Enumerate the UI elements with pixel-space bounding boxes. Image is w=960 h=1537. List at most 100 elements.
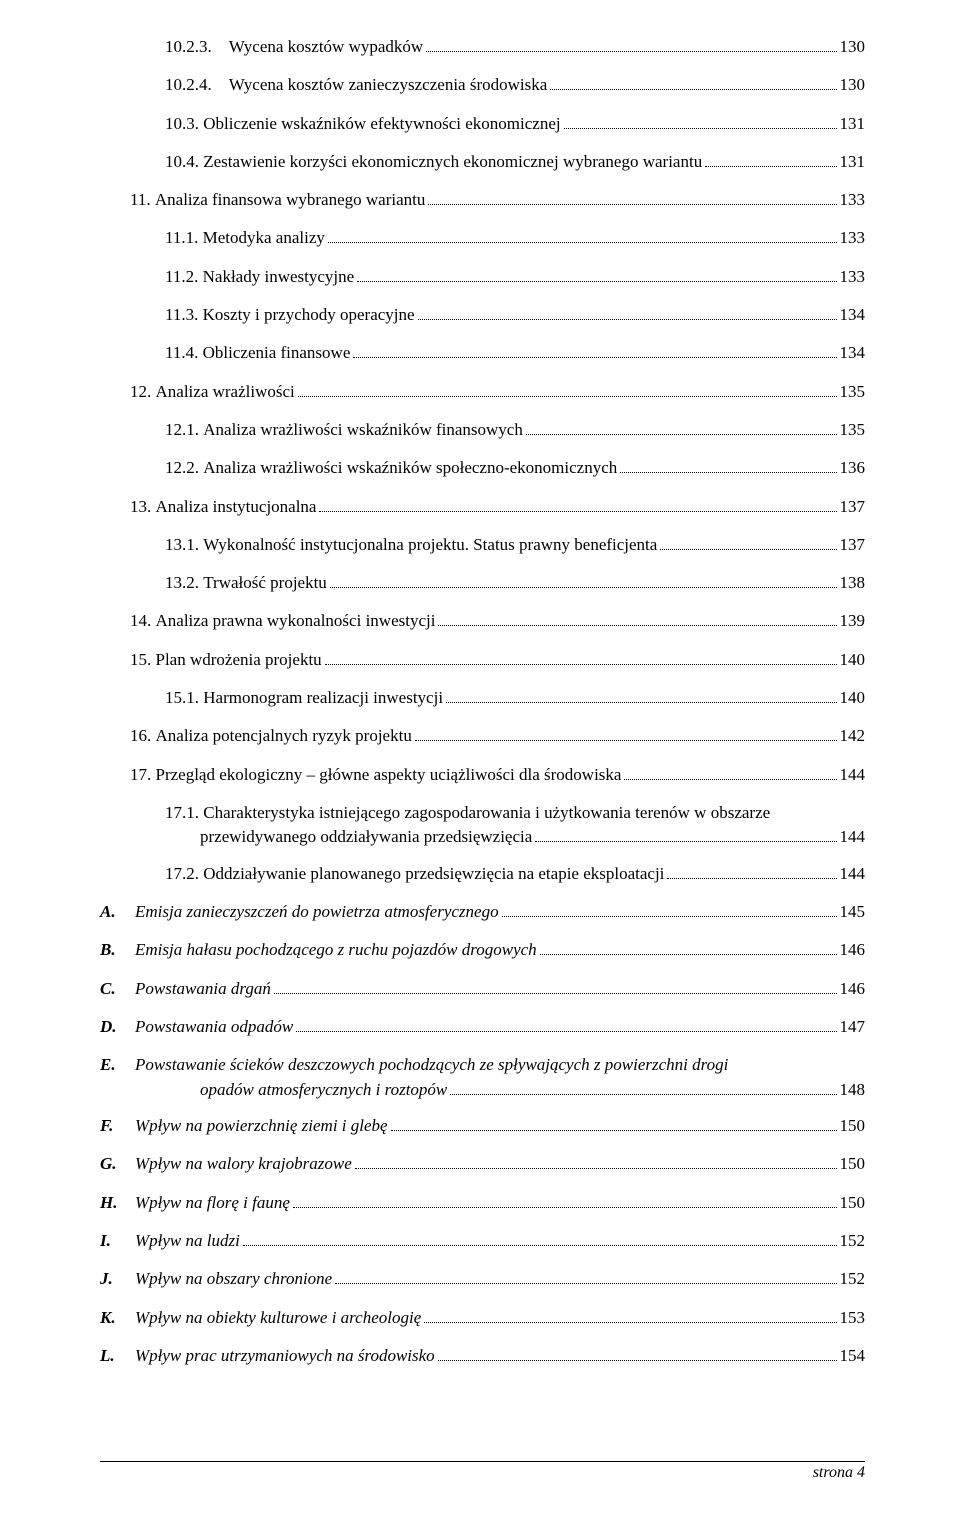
toc-label: Wycena kosztów zanieczyszczenia środowis… [229, 73, 548, 97]
toc-label-continuation: przewidywanego oddziaływania przedsięwzi… [200, 827, 532, 847]
toc-dot-leader [450, 1094, 836, 1095]
toc-dot-leader [620, 472, 836, 473]
toc-dot-leader [243, 1245, 837, 1246]
toc-number: D. [100, 1015, 135, 1039]
toc-number: E. [100, 1053, 135, 1077]
toc-page: 137 [840, 495, 866, 519]
toc-number: 16. [130, 724, 156, 748]
toc-number: 13. [130, 495, 156, 519]
toc-page: 135 [840, 418, 866, 442]
toc-page: 139 [840, 609, 866, 633]
toc-page: 148 [840, 1080, 866, 1100]
toc-page: 146 [840, 977, 866, 1001]
toc-label: Nakłady inwestycyjne [203, 265, 355, 289]
toc-number: 10.2.4. [165, 73, 229, 97]
toc-number: J. [100, 1267, 135, 1291]
toc-entry-continuation: przewidywanego oddziaływania przedsięwzi… [100, 827, 865, 847]
toc-dot-leader [415, 740, 837, 741]
toc-dot-leader [357, 281, 836, 282]
toc-dot-leader [438, 1360, 837, 1361]
toc-page: 140 [840, 648, 866, 672]
toc-label: Metodyka analizy [203, 226, 325, 250]
toc-label: Wycena kosztów wypadków [229, 35, 423, 59]
toc-label: Emisja zanieczyszczeń do powietrza atmos… [135, 900, 499, 924]
toc-page: 154 [840, 1344, 866, 1368]
toc-number: 13.1. [165, 533, 203, 557]
toc-dot-leader [624, 779, 836, 780]
toc-dot-leader [296, 1031, 836, 1032]
toc-dot-leader [660, 549, 836, 550]
table-of-contents: 10.2.3. Wycena kosztów wypadków 130 10.2.4… [100, 35, 865, 1368]
toc-entry: K.Wpływ na obiekty kulturowe i archeolog… [100, 1306, 865, 1330]
toc-page: 130 [840, 35, 866, 59]
toc-label: Analiza wrażliwości wskaźników finansowy… [203, 418, 523, 442]
toc-label: Powstawania odpadów [135, 1015, 293, 1039]
toc-entry: 11.4. Obliczenia finansowe134 [100, 341, 865, 365]
toc-label: Wpływ prac utrzymaniowych na środowisko [135, 1344, 435, 1368]
toc-label: Koszty i przychody operacyjne [203, 303, 415, 327]
toc-page: 150 [840, 1114, 866, 1138]
toc-number: 10.3. [165, 112, 203, 136]
toc-page: 133 [840, 265, 866, 289]
toc-label: Przegląd ekologiczny – główne aspekty uc… [156, 763, 622, 787]
toc-label: Wpływ na powierzchnię ziemi i glebę [135, 1114, 388, 1138]
toc-label: Plan wdrożenia projektu [156, 648, 322, 672]
toc-entry: D.Powstawania odpadów147 [100, 1015, 865, 1039]
toc-entry: 14. Analiza prawna wykonalności inwestyc… [100, 609, 865, 633]
toc-label: Analiza finansowa wybranego wariantu [155, 188, 425, 212]
toc-entry: 17.2. Oddziaływanie planowanego przedsię… [100, 862, 865, 886]
toc-dot-leader [550, 89, 836, 90]
toc-dot-leader [424, 1322, 836, 1323]
toc-page: 135 [840, 380, 866, 404]
toc-page: 144 [840, 862, 866, 886]
toc-label: Zestawienie korzyści ekonomicznych ekono… [203, 150, 702, 174]
toc-dot-leader [426, 51, 836, 52]
toc-page: 146 [840, 938, 866, 962]
toc-entry: 10.2.4. Wycena kosztów zanieczyszczenia … [100, 73, 865, 97]
toc-number: C. [100, 977, 135, 1001]
toc-label: Wpływ na obiekty kulturowe i archeologię [135, 1306, 421, 1330]
toc-entry: I.Wpływ na ludzi152 [100, 1229, 865, 1253]
toc-entry: 11.2. Nakłady inwestycyjne133 [100, 265, 865, 289]
toc-entry: 13. Analiza instytucjonalna 137 [100, 495, 865, 519]
toc-number: 11.1. [165, 226, 203, 250]
toc-page: 145 [840, 900, 866, 924]
toc-page: 150 [840, 1152, 866, 1176]
toc-page: 152 [840, 1267, 866, 1291]
toc-dot-leader [328, 242, 837, 243]
toc-label: Wpływ na ludzi [135, 1229, 240, 1253]
toc-page: 133 [840, 188, 866, 212]
toc-entry: E.Powstawanie ścieków deszczowych pochod… [100, 1053, 865, 1077]
toc-label: Powstawanie ścieków deszczowych pochodzą… [135, 1053, 728, 1077]
toc-number: 12.1. [165, 418, 203, 442]
toc-label: Wpływ na walory krajobrazowe [135, 1152, 352, 1176]
toc-label: Wykonalność instytucjonalna projektu. St… [203, 533, 657, 557]
toc-entry: J.Wpływ na obszary chronione152 [100, 1267, 865, 1291]
toc-number: 17.1. [165, 801, 203, 825]
toc-label: Obliczenia finansowe [203, 341, 351, 365]
toc-number: 10.2.3. [165, 35, 229, 59]
toc-entry: C.Powstawania drgań 146 [100, 977, 865, 1001]
toc-number: L. [100, 1344, 135, 1368]
toc-label: Powstawania drgań [135, 977, 271, 1001]
toc-number: I. [100, 1229, 135, 1253]
toc-dot-leader [418, 319, 837, 320]
footer-page-number: strona 4 [813, 1464, 865, 1481]
toc-page: 142 [840, 724, 866, 748]
toc-number: H. [100, 1191, 135, 1215]
toc-entry: L.Wpływ prac utrzymaniowych na środowisk… [100, 1344, 865, 1368]
toc-entry: 12. Analiza wrażliwości135 [100, 380, 865, 404]
toc-dot-leader [330, 587, 837, 588]
toc-number: 12. [130, 380, 156, 404]
toc-page: 153 [840, 1306, 866, 1330]
toc-label: Analiza wrażliwości wskaźników społeczno… [203, 456, 617, 480]
toc-dot-leader [502, 916, 837, 917]
toc-entry-continuation: opadów atmosferycznych i roztopów148 [100, 1080, 865, 1100]
toc-number: B. [100, 938, 135, 962]
toc-page: 131 [840, 112, 866, 136]
toc-entry: 11. Analiza finansowa wybranego wariantu… [100, 188, 865, 212]
toc-entry: 11.3. Koszty i przychody operacyjne134 [100, 303, 865, 327]
toc-entry: 10.2.3. Wycena kosztów wypadków 130 [100, 35, 865, 59]
toc-label: Analiza instytucjonalna [156, 495, 317, 519]
toc-page: 134 [840, 303, 866, 327]
